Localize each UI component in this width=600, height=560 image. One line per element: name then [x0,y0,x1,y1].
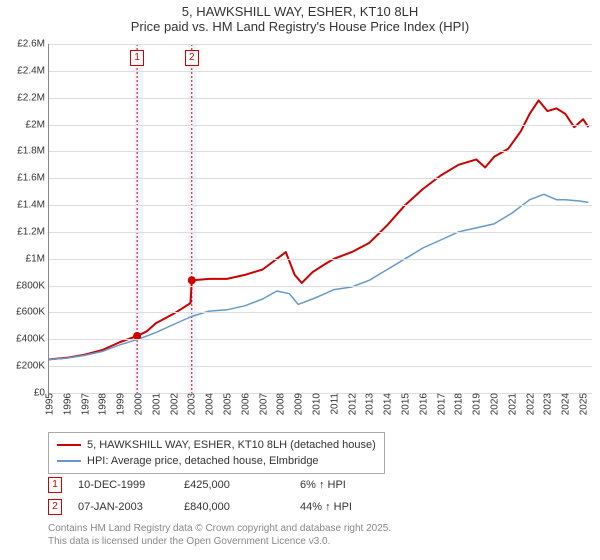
x-axis-label: 2018 [452,393,465,415]
x-axis-label: 2002 [167,393,180,415]
legend-item: 5, HAWKSHILL WAY, ESHER, KT10 8LH (detac… [57,437,376,453]
transaction-price: £425,000 [184,474,284,496]
x-axis-label: 2021 [505,393,518,415]
shaded-band [188,44,197,393]
y-axis-label: £2.6M [17,39,49,50]
grid-line-h [49,98,592,99]
x-axis-label: 2001 [149,393,162,415]
transaction-marker: 1 [48,477,62,493]
transaction-price: £840,000 [184,496,284,518]
grid-line-h [49,44,592,45]
legend-swatch [57,460,81,462]
legend-label: HPI: Average price, detached house, Elmb… [87,453,319,469]
legend-box: 5, HAWKSHILL WAY, ESHER, KT10 8LH (detac… [48,432,385,474]
x-axis-label: 2005 [221,393,234,415]
series-line-price-paid [49,100,588,359]
transaction-hpi: 44% ↑ HPI [300,496,380,518]
x-axis-label: 2016 [416,393,429,415]
plot-svg [49,44,592,393]
chart-title: 5, HAWKSHILL WAY, ESHER, KT10 8LH [0,0,600,19]
x-axis-label: 2022 [523,393,536,415]
x-axis-label: 2012 [345,393,358,415]
transaction-date: 10-DEC-1999 [78,474,168,496]
y-axis-label: £1M [26,253,49,264]
x-axis-label: 2008 [274,393,287,415]
grid-line-h [49,312,592,313]
footer-line2: This data is licensed under the Open Gov… [48,535,391,548]
transaction-hpi: 6% ↑ HPI [300,474,380,496]
x-axis-label: 2006 [238,393,251,415]
x-axis-label: 2003 [185,393,198,415]
x-axis-label: 2013 [363,393,376,415]
x-axis-label: 2020 [488,393,501,415]
grid-line-h [49,366,592,367]
y-axis-label: £1.2M [17,226,49,237]
x-axis-label: 2015 [399,393,412,415]
grid-line-h [49,259,592,260]
legend-item: HPI: Average price, detached house, Elmb… [57,453,376,469]
series-line-hpi [49,194,588,359]
transaction-marker: 2 [48,499,62,515]
y-axis-label: £1.8M [17,146,49,157]
y-axis-label: £1.4M [17,200,49,211]
grid-line-h [49,178,592,179]
y-axis-label: £2.4M [17,65,49,76]
grid-line-h [49,286,592,287]
y-axis-label: £2M [26,119,49,130]
legend-label: 5, HAWKSHILL WAY, ESHER, KT10 8LH (detac… [87,437,376,453]
x-axis-label: 2004 [203,393,216,415]
marker-label: 1 [130,50,144,66]
y-axis-label: £2.2M [17,92,49,103]
y-axis-label: £400K [16,334,49,345]
x-axis-label: 1996 [60,393,73,415]
x-axis-label: 1997 [78,393,91,415]
x-axis-label: 2023 [541,393,554,415]
transaction-table: 1 10-DEC-1999 £425,000 6% ↑ HPI 2 07-JAN-2003… [48,474,380,518]
x-axis-label: 1998 [96,393,109,415]
x-axis-label: 2019 [470,393,483,415]
grid-line-h [49,151,592,152]
grid-line-h [49,232,592,233]
x-axis-label: 2009 [292,393,305,415]
x-axis-label: 2000 [132,393,145,415]
transaction-row: 1 10-DEC-1999 £425,000 6% ↑ HPI [48,474,380,496]
grid-line-h [49,71,592,72]
y-axis-label: £200K [16,361,49,372]
x-axis-label: 2017 [434,393,447,415]
y-axis-label: £800K [16,280,49,291]
x-axis-label: 2007 [256,393,269,415]
marker-label: 2 [185,50,199,66]
x-axis-label: 2014 [381,393,394,415]
transaction-row: 2 07-JAN-2003 £840,000 44% ↑ HPI [48,496,380,518]
y-axis-label: £600K [16,307,49,318]
x-axis-label: 2010 [310,393,323,415]
marker-dot [188,276,196,284]
grid-line-h [49,339,592,340]
x-axis-label: 2011 [327,393,340,415]
x-axis-label: 2025 [577,393,590,415]
x-axis-label: 1999 [114,393,127,415]
footer-text: Contains HM Land Registry data © Crown c… [48,522,391,548]
y-axis-label: £1.6M [17,173,49,184]
x-axis-label: 2024 [559,393,572,415]
chart-container: 5, HAWKSHILL WAY, ESHER, KT10 8LH Price … [0,0,600,560]
legend-swatch [57,444,81,446]
transaction-date: 07-JAN-2003 [78,496,168,518]
plot-area: £0£200K£400K£600K£800K£1M£1.2M£1.4M£1.6M… [48,44,592,394]
chart-subtitle: Price paid vs. HM Land Registry's House … [0,19,600,34]
grid-line-h [49,205,592,206]
x-axis-label: 1995 [43,393,56,415]
footer-line1: Contains HM Land Registry data © Crown c… [48,522,391,535]
grid-line-h [49,125,592,126]
